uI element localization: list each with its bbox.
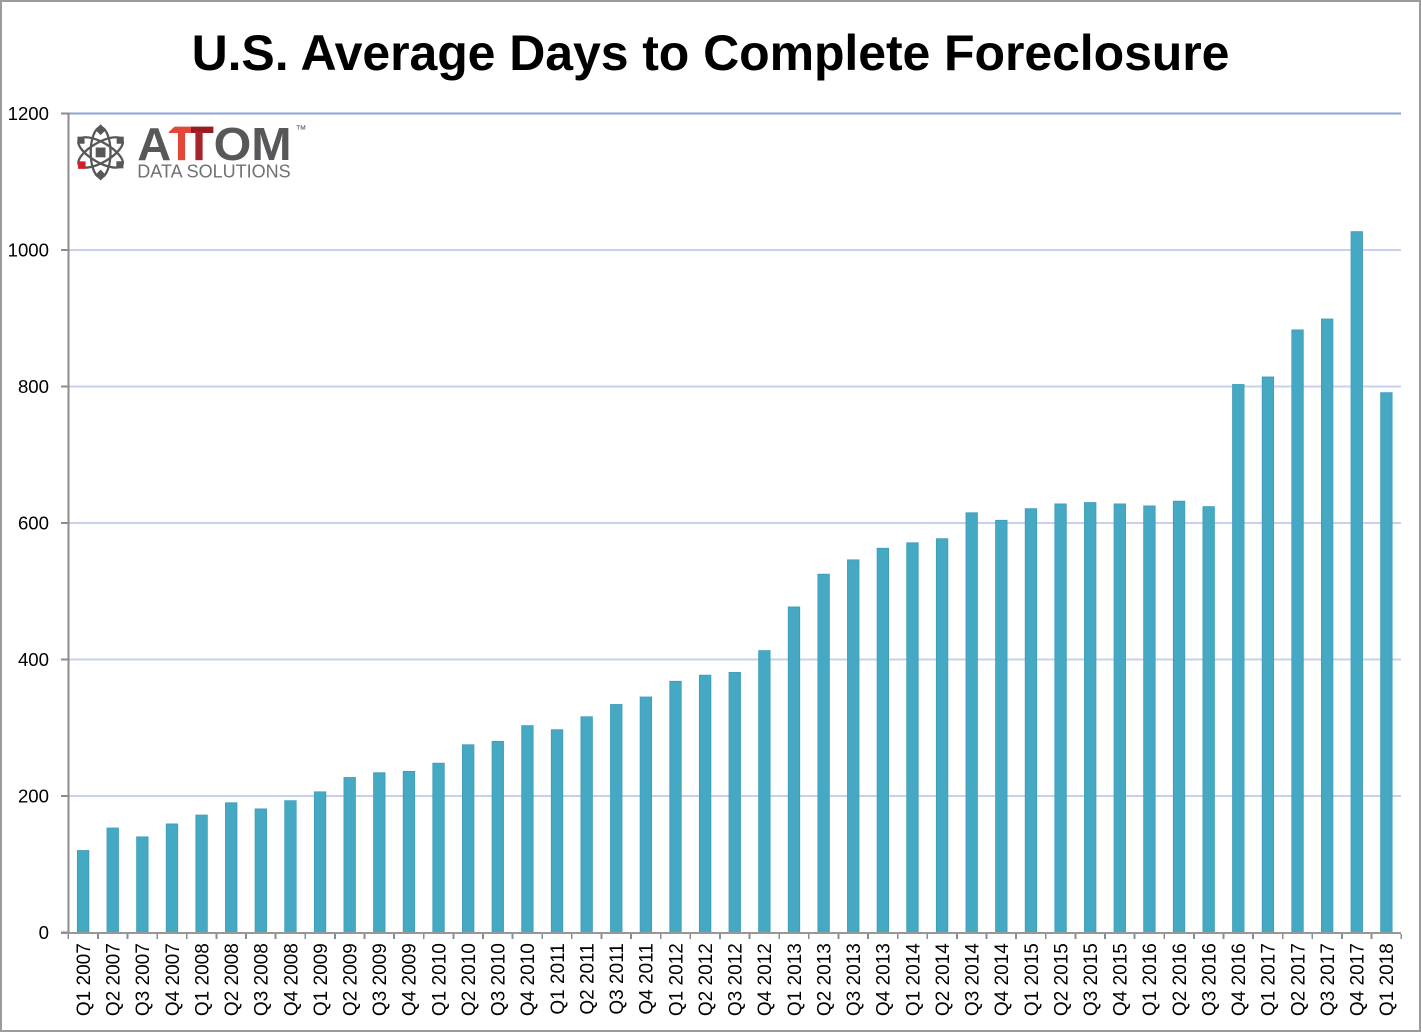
svg-text:Q4 2011: Q4 2011: [637, 943, 658, 1014]
svg-text:1200: 1200: [8, 103, 49, 124]
svg-text:Q3 2012: Q3 2012: [726, 943, 747, 1016]
svg-text:™: ™: [296, 124, 307, 136]
svg-text:Q4 2007: Q4 2007: [163, 943, 184, 1016]
svg-text:Q1 2007: Q1 2007: [74, 943, 95, 1016]
svg-text:Q2 2011: Q2 2011: [577, 943, 598, 1014]
svg-text:Q4 2010: Q4 2010: [518, 943, 539, 1016]
svg-text:Q4 2013: Q4 2013: [874, 943, 895, 1016]
svg-text:Q4 2012: Q4 2012: [755, 943, 776, 1016]
svg-text:Q3 2011: Q3 2011: [607, 943, 628, 1014]
svg-text:800: 800: [18, 376, 49, 397]
svg-text:Q2 2009: Q2 2009: [340, 943, 361, 1016]
svg-text:Q4 2015: Q4 2015: [1111, 943, 1132, 1016]
svg-text:Q3 2014: Q3 2014: [963, 943, 984, 1016]
svg-text:Q4 2008: Q4 2008: [281, 943, 302, 1016]
svg-text:Q1 2012: Q1 2012: [666, 943, 687, 1016]
svg-text:Q2 2017: Q2 2017: [1288, 943, 1309, 1016]
svg-text:Q3 2007: Q3 2007: [133, 943, 154, 1016]
svg-text:Q2 2016: Q2 2016: [1170, 943, 1191, 1016]
svg-text:Q2 2015: Q2 2015: [1051, 943, 1072, 1016]
svg-text:Q4 2014: Q4 2014: [992, 943, 1013, 1016]
svg-text:Q3 2008: Q3 2008: [252, 943, 273, 1016]
svg-text:600: 600: [18, 513, 49, 534]
svg-text:Q4 2017: Q4 2017: [1348, 943, 1369, 1016]
svg-text:Q2 2008: Q2 2008: [222, 943, 243, 1016]
svg-text:DATA SOLUTIONS: DATA SOLUTIONS: [137, 160, 290, 181]
svg-text:Q1 2011: Q1 2011: [548, 943, 569, 1014]
svg-text:A: A: [137, 118, 171, 170]
svg-text:Q3 2009: Q3 2009: [370, 943, 391, 1016]
svg-text:0: 0: [39, 922, 49, 943]
svg-text:Q3 2013: Q3 2013: [844, 943, 865, 1016]
svg-text:Q1 2015: Q1 2015: [1022, 943, 1043, 1016]
svg-text:Q1 2017: Q1 2017: [1259, 943, 1280, 1016]
svg-text:Q1 2014: Q1 2014: [903, 943, 924, 1016]
svg-text:200: 200: [18, 786, 49, 807]
svg-text:Q3 2016: Q3 2016: [1199, 943, 1220, 1016]
svg-text:Q1 2018: Q1 2018: [1377, 943, 1398, 1016]
svg-text:Q2 2014: Q2 2014: [933, 943, 954, 1016]
svg-text:Q2 2007: Q2 2007: [104, 943, 125, 1016]
svg-text:Q2 2010: Q2 2010: [459, 943, 480, 1016]
svg-text:1000: 1000: [8, 240, 49, 261]
svg-text:Q4 2016: Q4 2016: [1229, 943, 1250, 1016]
svg-text:Q1 2013: Q1 2013: [785, 943, 806, 1016]
svg-text:Q1 2008: Q1 2008: [192, 943, 213, 1016]
svg-text:Q3 2017: Q3 2017: [1318, 943, 1339, 1016]
svg-text:Q3 2010: Q3 2010: [489, 943, 510, 1016]
svg-text:Q1 2010: Q1 2010: [429, 943, 450, 1016]
svg-text:Q2 2012: Q2 2012: [696, 943, 717, 1016]
svg-text:Q4 2009: Q4 2009: [400, 943, 421, 1016]
svg-text:Q1 2009: Q1 2009: [311, 943, 332, 1016]
svg-text:Q2 2013: Q2 2013: [814, 943, 835, 1016]
svg-text:Q1 2016: Q1 2016: [1140, 943, 1161, 1016]
svg-text:OM: OM: [214, 118, 292, 170]
svg-text:Q3 2015: Q3 2015: [1081, 943, 1102, 1016]
svg-text:400: 400: [18, 649, 49, 670]
